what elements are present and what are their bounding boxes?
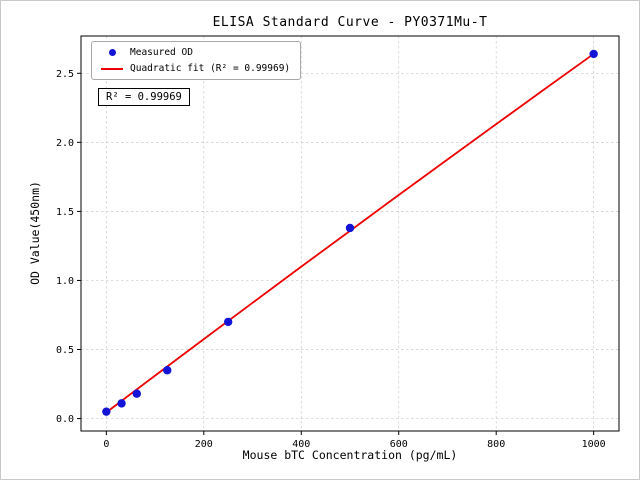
svg-text:800: 800: [487, 439, 505, 450]
svg-text:1000: 1000: [582, 439, 606, 450]
scatter-dot-icon: [108, 49, 116, 56]
svg-text:2.0: 2.0: [56, 138, 74, 149]
legend-marker: [98, 49, 126, 56]
svg-text:600: 600: [390, 439, 408, 450]
legend-label-measured-od: Measured OD: [130, 47, 193, 58]
svg-text:1.0: 1.0: [56, 276, 74, 287]
legend-item-quadratic-fit: Quadratic fit (R² = 0.99969): [98, 63, 290, 74]
svg-text:0: 0: [103, 439, 109, 450]
chart-title: ELISA Standard Curve - PY0371Mu-T: [212, 15, 488, 30]
svg-text:0.0: 0.0: [56, 414, 74, 425]
legend-marker: [98, 67, 126, 70]
svg-text:2.5: 2.5: [56, 69, 74, 80]
legend: Measured OD Quadratic fit (R² = 0.99969): [91, 41, 302, 80]
fit-line-icon: [101, 67, 123, 70]
x-axis-label: Mouse bTC Concentration (pg/mL): [242, 448, 458, 462]
svg-text:1.5: 1.5: [56, 207, 74, 218]
svg-text:0.5: 0.5: [56, 345, 74, 356]
legend-label-quadratic-fit: Quadratic fit (R² = 0.99969): [130, 63, 291, 74]
legend-item-measured-od: Measured OD: [98, 47, 290, 58]
svg-text:200: 200: [195, 439, 213, 450]
r-squared-annotation: R² = 0.99969: [98, 88, 190, 106]
svg-text:400: 400: [292, 439, 310, 450]
